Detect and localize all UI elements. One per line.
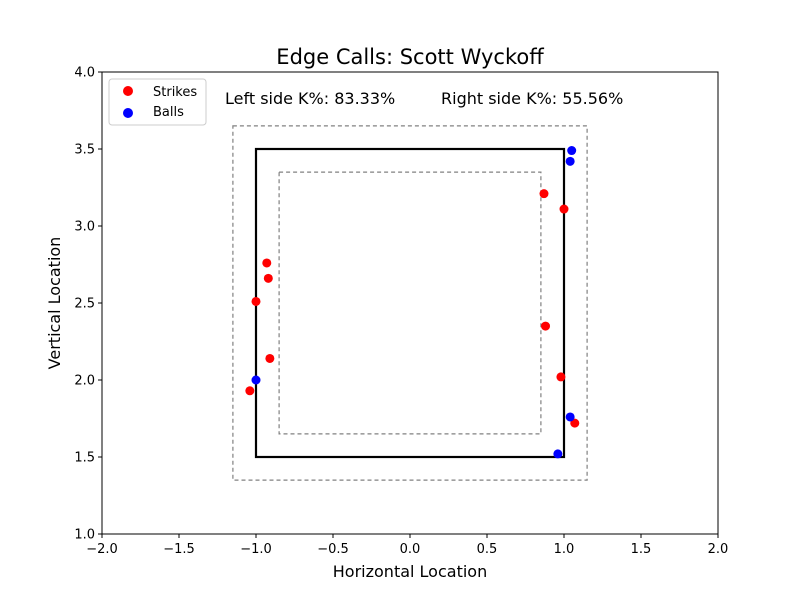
legend-label-strikes: Strikes (153, 85, 197, 100)
point-balls (567, 146, 577, 156)
left-side-k-annotation: Left side K%: 83.33% (225, 89, 395, 108)
point-strikes (245, 386, 255, 396)
y-tick-label: 2.5 (74, 297, 95, 312)
x-tick-label: 0.0 (400, 542, 421, 557)
x-tick-label: 2.0 (708, 542, 729, 557)
point-strikes (539, 189, 549, 199)
x-tick-label: −1.0 (240, 542, 272, 557)
point-strikes (262, 258, 272, 268)
point-strikes (541, 321, 551, 331)
legend: Strikes Balls (108, 78, 207, 126)
right-side-k-annotation: Right side K%: 55.56% (441, 89, 623, 108)
x-tick-label: −1.5 (163, 542, 195, 557)
point-balls (553, 449, 563, 459)
y-tick-label: 4.0 (74, 66, 95, 81)
inner-zone (278, 171, 542, 435)
point-strikes (556, 372, 566, 382)
chart-title: Edge Calls: Scott Wyckoff (276, 45, 544, 69)
point-strikes (570, 418, 580, 428)
y-axis-label: Vertical Location (45, 237, 64, 370)
point-strikes (251, 296, 261, 306)
y-axis-ticks: 1.0 1.5 2.0 2.5 3.0 3.5 4.0 (74, 66, 102, 543)
legend-label-balls: Balls (153, 105, 184, 120)
legend-marker-strikes (123, 86, 133, 96)
x-axis-label: Horizontal Location (333, 562, 487, 581)
point-strikes (263, 273, 273, 283)
x-axis-ticks: −2.0 −1.5 −1.0 −0.5 0.0 0.5 1.0 1.5 2.0 (86, 534, 728, 557)
point-balls (565, 156, 575, 166)
y-tick-label: 1.0 (74, 528, 95, 543)
point-balls (251, 375, 261, 385)
point-balls (565, 412, 575, 422)
x-tick-label: 0.5 (477, 542, 498, 557)
point-strikes (265, 353, 275, 363)
y-tick-label: 1.5 (74, 451, 95, 466)
points-layer (245, 146, 580, 459)
legend-marker-balls (123, 108, 133, 118)
x-tick-label: 1.5 (631, 542, 652, 557)
x-tick-label: −0.5 (317, 542, 349, 557)
point-strikes (559, 204, 569, 214)
y-tick-label: 3.5 (74, 143, 95, 158)
legend-box (108, 78, 207, 126)
outer-zone (232, 125, 588, 481)
y-tick-label: 2.0 (74, 374, 95, 389)
x-tick-label: −2.0 (86, 542, 118, 557)
x-tick-label: 1.0 (554, 542, 575, 557)
y-tick-label: 3.0 (74, 220, 95, 235)
